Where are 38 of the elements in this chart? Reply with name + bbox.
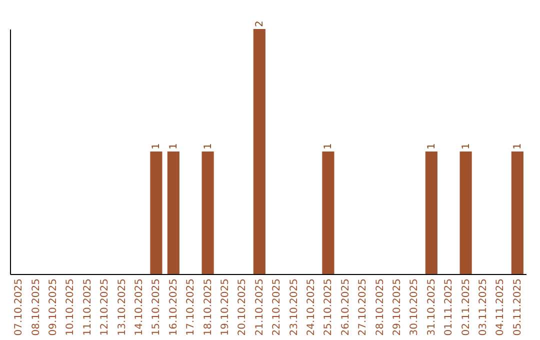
- x-tick-label: 02.11.2025: [460, 278, 472, 336]
- x-tick-label: 03.11.2025: [478, 278, 489, 336]
- x-tick-label: 22.10.2025: [272, 278, 283, 336]
- x-tick-label: 17.10.2025: [186, 278, 197, 336]
- x-tick-label: 04.11.2025: [495, 278, 506, 336]
- x-tick-label: 23.10.2025: [288, 278, 300, 336]
- data-label: 1: [202, 143, 214, 150]
- x-tick-label: 18.10.2025: [202, 278, 214, 336]
- x-tick-label: 26.10.2025: [340, 278, 352, 336]
- x-tick-label: 05.11.2025: [512, 278, 524, 336]
- data-label: 1: [151, 143, 162, 150]
- x-tick-label: 14.10.2025: [134, 278, 145, 336]
- x-tick-label: 29.10.2025: [392, 278, 403, 336]
- data-label: 1: [426, 143, 438, 150]
- data-label: 2: [254, 20, 266, 27]
- x-tick-label: 25.10.2025: [323, 278, 334, 336]
- x-tick-label: 08.10.2025: [30, 278, 42, 336]
- data-label: 1: [323, 143, 334, 150]
- x-tick-label: 19.10.2025: [220, 278, 231, 336]
- x-tick-label: 13.10.2025: [116, 278, 128, 336]
- x-tick-label: 10.10.2025: [65, 278, 76, 336]
- data-label: 1: [168, 143, 180, 150]
- x-tick-label: 21.10.2025: [254, 278, 266, 336]
- x-tick-label: 07.10.2025: [14, 278, 25, 336]
- x-tick-label: 24.10.2025: [306, 278, 317, 336]
- x-tick-label: 20.10.2025: [237, 278, 248, 336]
- data-label: 1: [512, 143, 524, 150]
- data-label: 1: [460, 143, 472, 150]
- x-tick-label: 12.10.2025: [100, 278, 111, 336]
- x-tick-label: 09.10.2025: [48, 278, 59, 336]
- x-tick-label: 30.10.2025: [409, 278, 420, 336]
- x-tick-label: 16.10.2025: [168, 278, 180, 336]
- x-tick-label: 15.10.2025: [151, 278, 162, 336]
- x-tick-label: 27.10.2025: [358, 278, 369, 336]
- x-tick-label: 11.10.2025: [82, 278, 94, 336]
- x-tick-label: 31.10.2025: [426, 278, 438, 336]
- x-tick-label: 01.11.2025: [444, 278, 455, 336]
- x-tick-label: 28.10.2025: [374, 278, 386, 336]
